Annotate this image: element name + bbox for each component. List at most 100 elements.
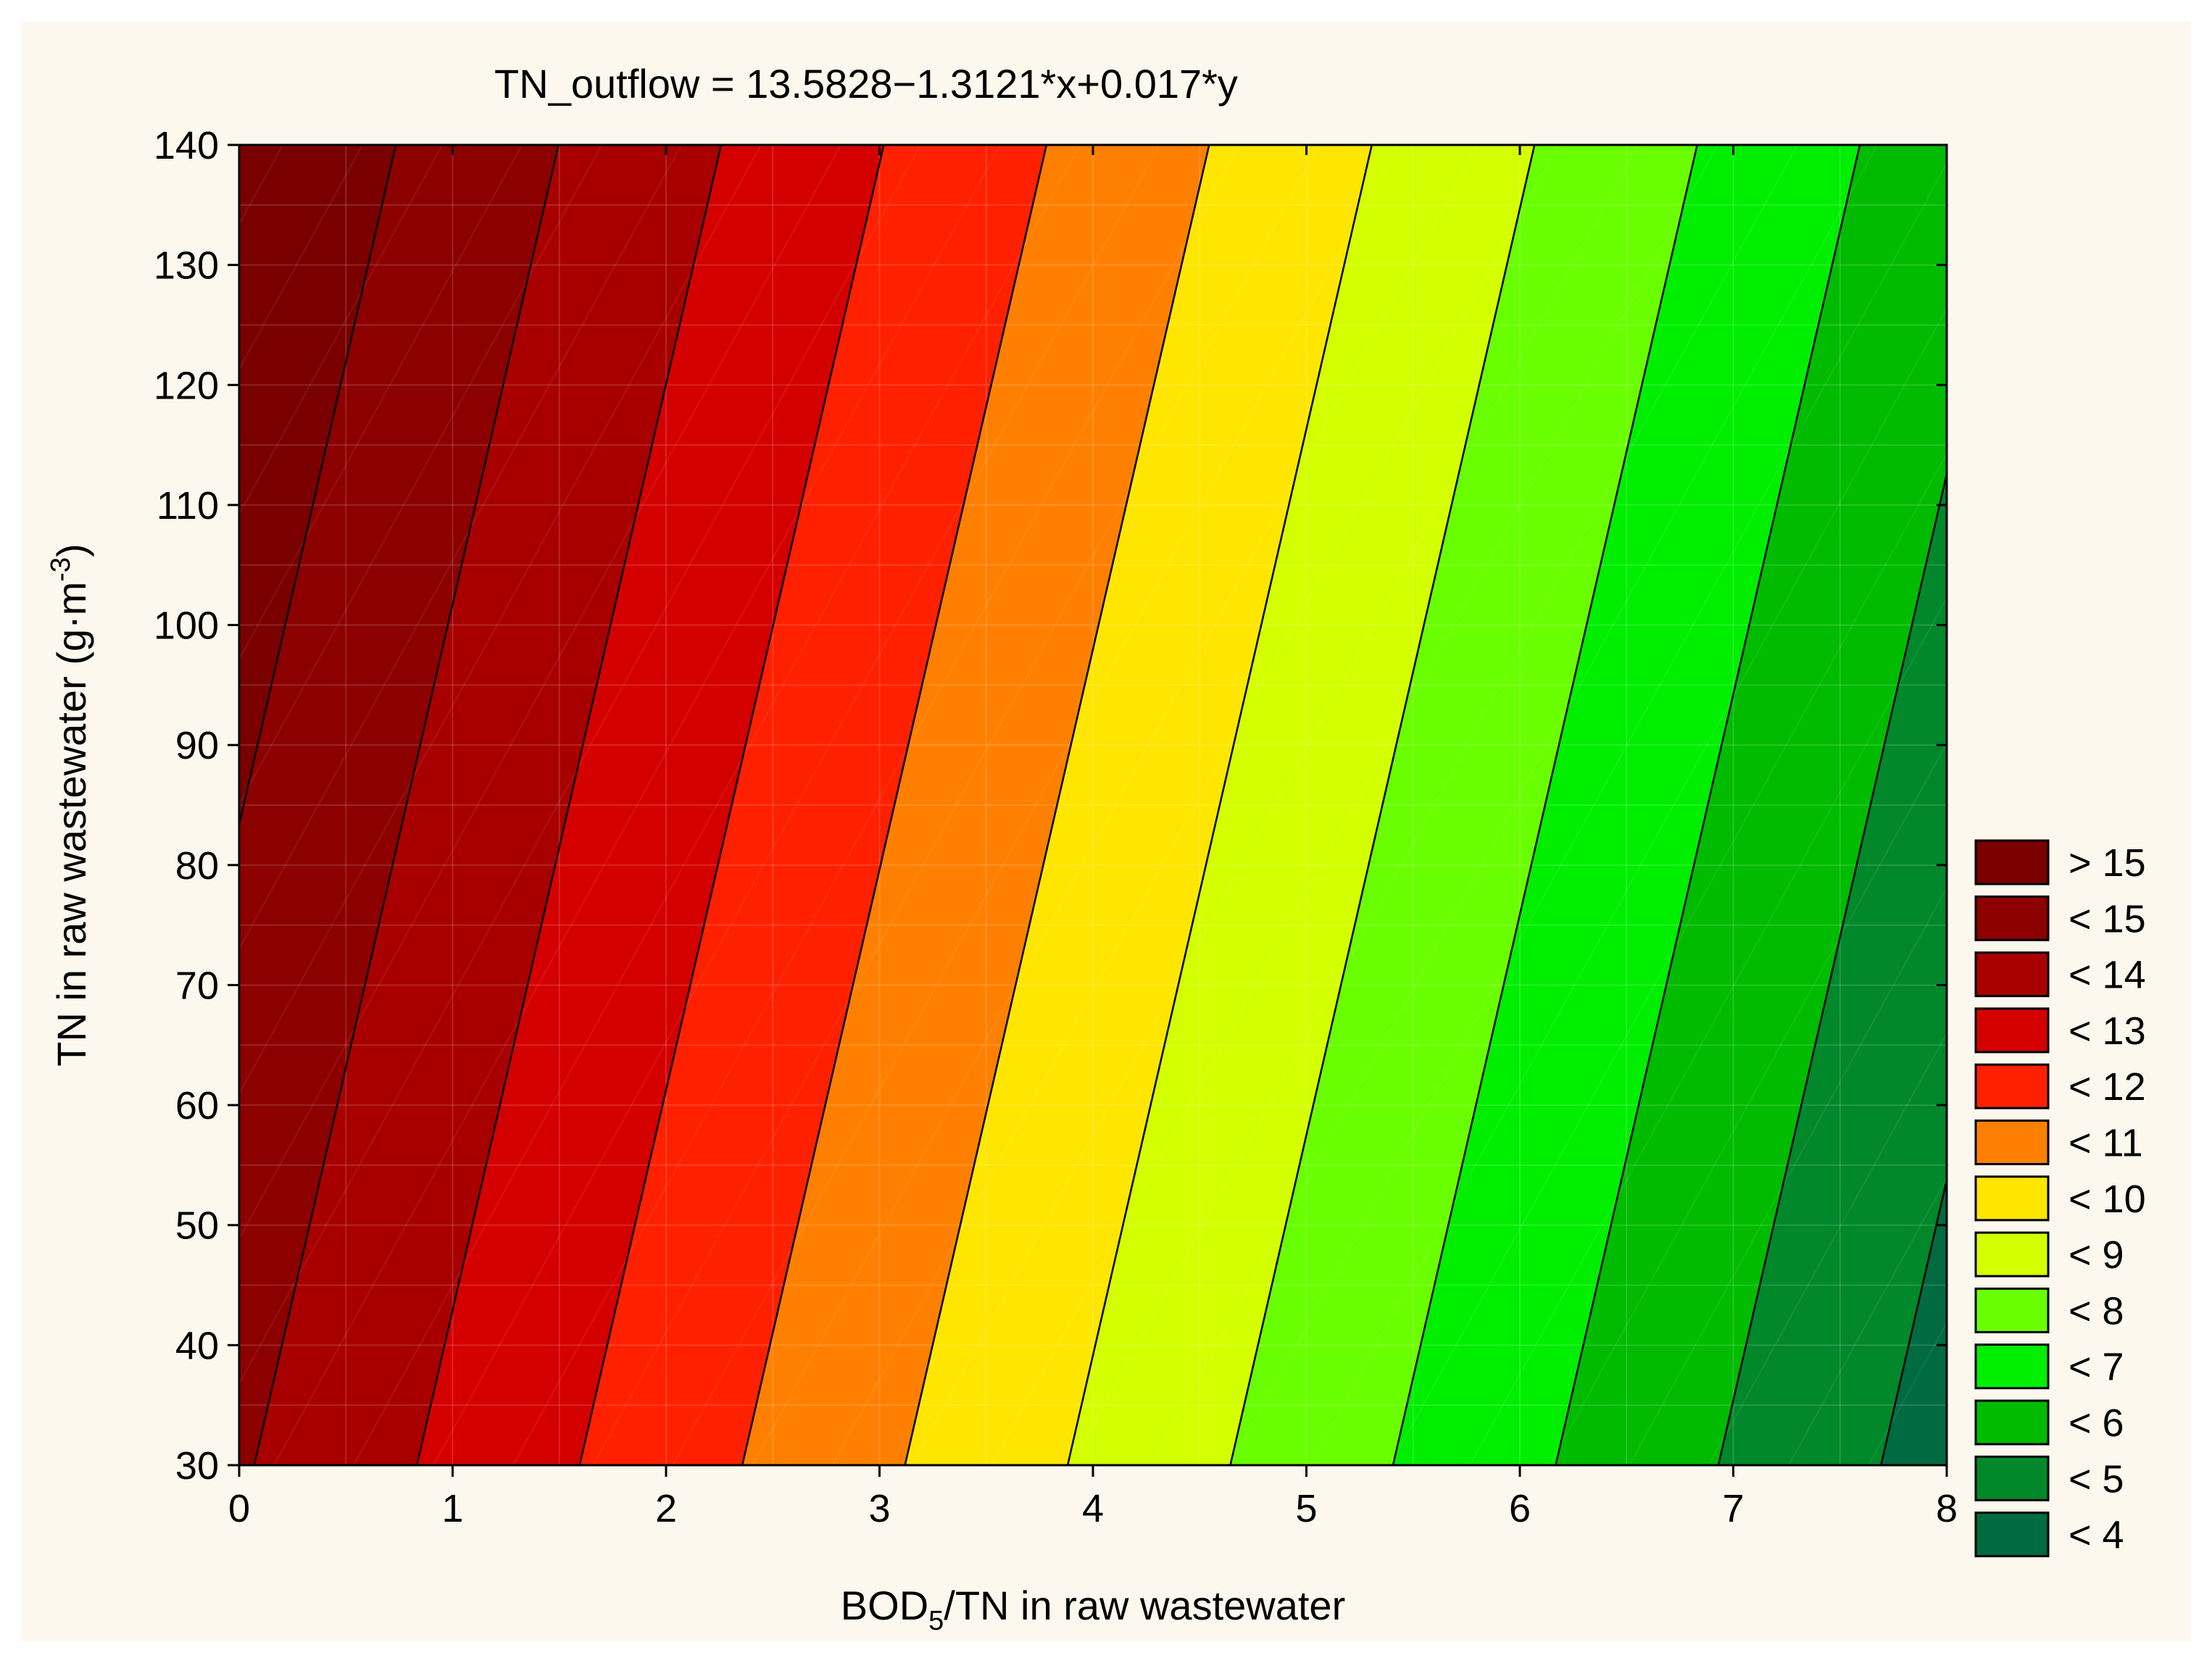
- contour-line: [239, 145, 397, 829]
- contour-lines: [239, 145, 1947, 1465]
- y-tick-label: 70: [175, 964, 219, 1007]
- legend-swatch: [1974, 1120, 2050, 1165]
- contour-band: [1392, 145, 1860, 1465]
- legend-item: < 7: [1974, 1343, 2124, 1390]
- legend-item: < 13: [1974, 1007, 2146, 1054]
- x-tick-label: 2: [655, 1487, 677, 1530]
- legend-item: < 14: [1974, 951, 2146, 998]
- y-tick-label: 40: [175, 1324, 219, 1367]
- x-tick-label: 5: [1295, 1487, 1317, 1530]
- legend-swatch: [1974, 1175, 2050, 1222]
- grid-line: [1310, 307, 1947, 1465]
- grid-line: [239, 145, 602, 806]
- y-tick-label: 140: [154, 124, 219, 167]
- x-tick-label: 1: [441, 1487, 463, 1530]
- x-tick-label: 6: [1509, 1487, 1531, 1530]
- legend-label: < 4: [2068, 1514, 2124, 1557]
- y-tick-label: 100: [154, 604, 219, 648]
- y-tick-label: 110: [157, 484, 219, 528]
- x-tick-label: 7: [1722, 1487, 1744, 1530]
- grid-line: [1230, 162, 1947, 1465]
- y-axis-title: TN in raw wastewater (g·m-3): [46, 543, 94, 1066]
- x-tick-label: 4: [1082, 1487, 1104, 1530]
- grid-line: [1788, 1176, 1947, 1465]
- contour-band: [579, 145, 1047, 1465]
- legend-swatch: [1974, 1287, 2050, 1333]
- legend-label: < 7: [2068, 1346, 2124, 1389]
- x-tick-label: 0: [228, 1487, 250, 1530]
- grid-line: [911, 145, 1639, 1465]
- contour-line: [416, 145, 723, 1465]
- grid-line: [1629, 886, 1947, 1465]
- contour-band: [417, 145, 884, 1465]
- grid-line: [1469, 596, 1947, 1465]
- legend-item: < 11: [1974, 1120, 2143, 1165]
- legend-item: < 5: [1974, 1455, 2124, 1501]
- legend-item: < 15: [1974, 895, 2146, 941]
- legend-swatch: [1974, 895, 2050, 941]
- contour-band: [1068, 145, 1535, 1465]
- legend-item: < 12: [1974, 1063, 2146, 1109]
- x-tick-label: 8: [1936, 1487, 1958, 1530]
- x-axis-ticks: 0 1 2 3 4 5 6 7 8: [228, 145, 1958, 1530]
- contour-line: [1229, 145, 1536, 1465]
- grid-line: [273, 145, 1001, 1465]
- contour-band: [1555, 145, 1947, 1465]
- y-tick-label: 120: [154, 364, 219, 407]
- grid-line: [433, 145, 1160, 1465]
- grid-line: [1389, 451, 1947, 1465]
- legend-item: < 8: [1974, 1287, 2124, 1333]
- y-tick-label: 90: [175, 724, 219, 767]
- legend-swatch: [1974, 1231, 2050, 1278]
- x-axis-title: BOD5/TN in raw wastewater: [841, 1583, 1345, 1636]
- legend-swatch: [1974, 1063, 2050, 1109]
- legend-label: < 6: [2068, 1401, 2124, 1445]
- contour-line: [578, 145, 885, 1465]
- legend: > 15 < 15 < 14 < 13 < 12 < 11 < 10 < 9 < 8 < 7 < 6…: [1974, 839, 2146, 1558]
- grid-line: [353, 145, 1081, 1465]
- legend-swatch: [1974, 1343, 2050, 1390]
- y-tick-label: 50: [175, 1204, 219, 1248]
- contour-band: [1230, 145, 1697, 1465]
- legend-label: < 12: [2068, 1065, 2146, 1109]
- legend-swatch: [1974, 1455, 2050, 1501]
- grid-lines: [22, 145, 1947, 1465]
- legend-swatch: [1974, 1007, 2050, 1054]
- contour-line: [741, 145, 1048, 1465]
- legend-label: < 15: [2068, 897, 2146, 941]
- grid-line: [239, 145, 921, 1385]
- y-tick-label: 130: [154, 244, 219, 288]
- grid-line: [1070, 145, 1798, 1465]
- contour-band: [239, 145, 559, 1465]
- grid-line: [1708, 1031, 1947, 1465]
- legend-label: < 5: [2068, 1457, 2124, 1501]
- grid-line: [592, 145, 1320, 1465]
- grid-line: [831, 145, 1559, 1465]
- contour-line: [904, 145, 1210, 1465]
- legend-item: < 9: [1974, 1231, 2124, 1278]
- grid-line: [239, 145, 762, 1096]
- legend-label: < 9: [2068, 1233, 2124, 1277]
- legend-item: < 6: [1974, 1399, 2124, 1446]
- contour-band: [742, 145, 1210, 1465]
- legend-swatch: [1974, 1399, 2050, 1446]
- legend-swatch: [1974, 1512, 2050, 1558]
- contour-line: [253, 145, 560, 1465]
- contour-band: [254, 145, 721, 1465]
- grid-line: [991, 145, 1718, 1465]
- grid-line: [22, 145, 43, 1465]
- grid-line: [239, 145, 363, 371]
- contour-band: [905, 145, 1372, 1465]
- contour-line: [1555, 145, 1861, 1465]
- grid-line: [239, 145, 682, 951]
- legend-item: > 15: [1974, 839, 2146, 885]
- grid-line: [1549, 741, 1947, 1465]
- chart-title: TN_outflow = 13.5828−1.3121*x+0.017*y: [494, 61, 1238, 107]
- grid-line: [239, 145, 443, 516]
- legend-label: < 11: [2068, 1122, 2143, 1165]
- grid-line: [752, 145, 1479, 1465]
- legend-label: > 15: [2068, 841, 2146, 885]
- y-tick-label: 80: [175, 844, 219, 888]
- contour-line: [1717, 470, 1947, 1465]
